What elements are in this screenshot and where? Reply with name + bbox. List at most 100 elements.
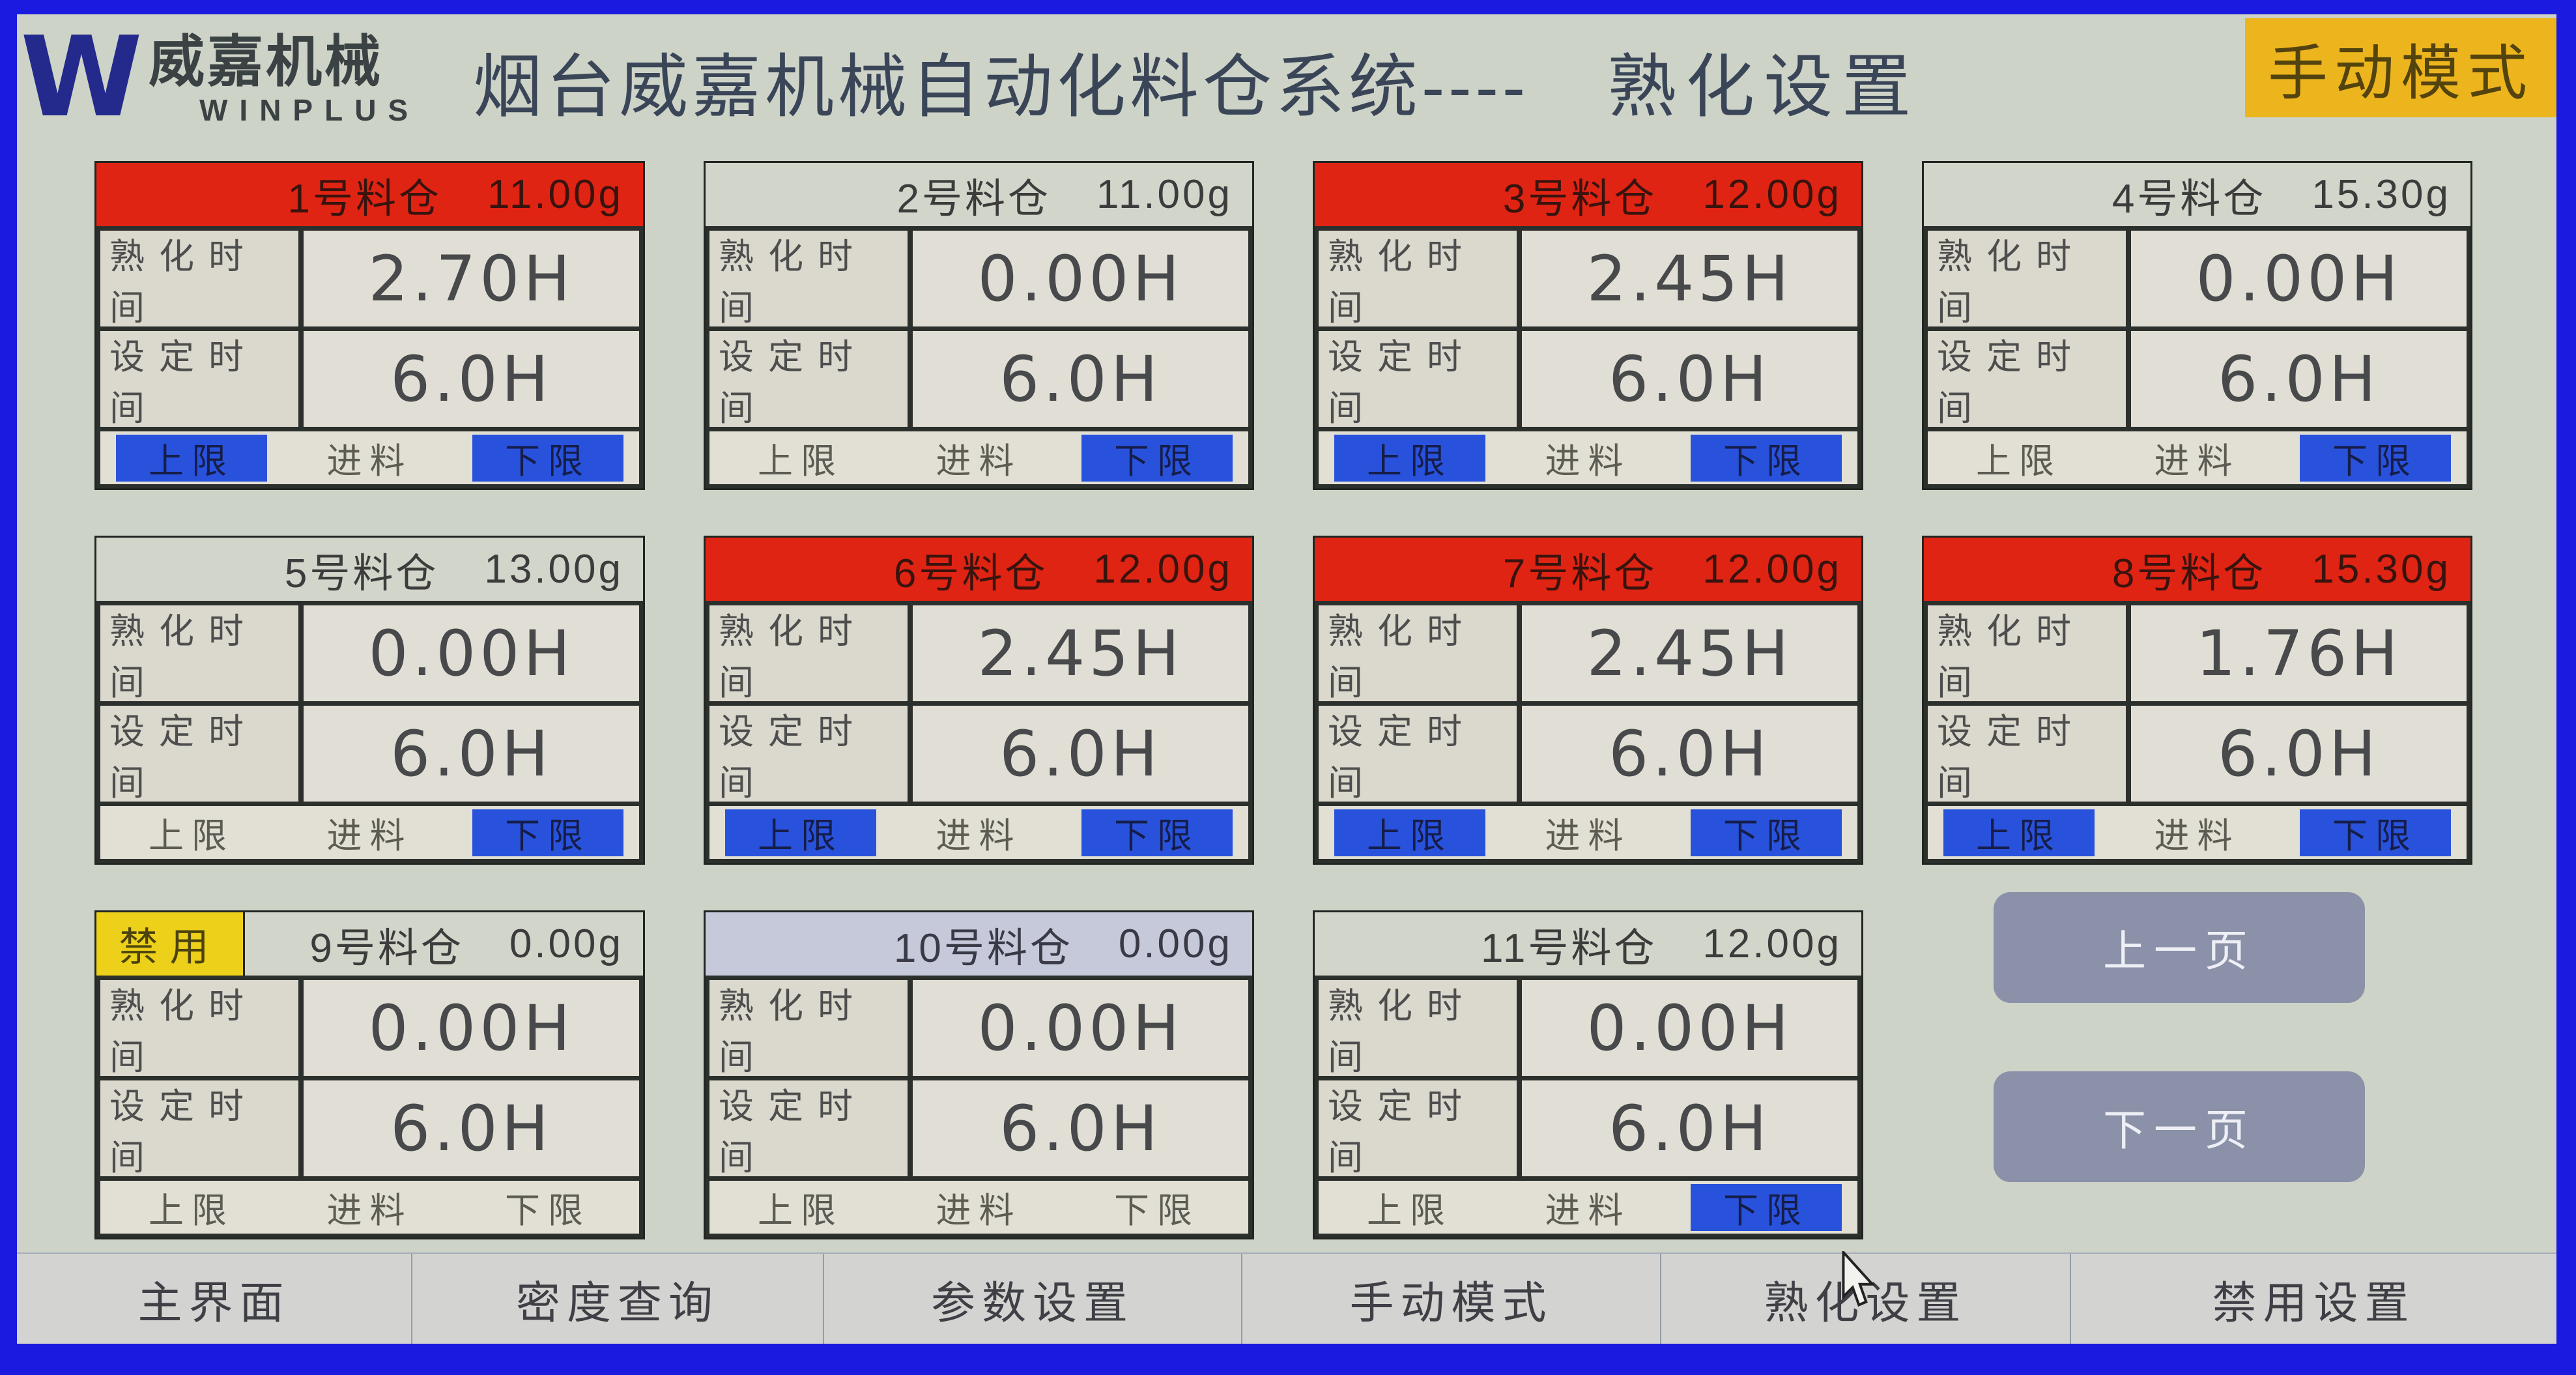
curing-time-value: 2.70H bbox=[304, 231, 639, 326]
silo-name: 3号料仓 bbox=[1502, 176, 1657, 222]
brand-name: 威嘉机械 bbox=[149, 31, 383, 93]
silo-weight: 15.30g bbox=[2311, 547, 2451, 592]
set-time-value[interactable]: 6.0H bbox=[913, 706, 1248, 802]
curing-time-value: 0.00H bbox=[2131, 231, 2467, 326]
curing-time-label: 熟化时间 bbox=[100, 980, 298, 1077]
feed-chip: 进料 bbox=[1545, 1191, 1631, 1230]
feed-chip: 进料 bbox=[326, 1191, 413, 1230]
silo-header: 7号料仓 12.00g bbox=[1315, 538, 1861, 601]
set-time-row: 设定时间 6.0H bbox=[1924, 706, 2470, 803]
set-time-row: 设定时间 6.0H bbox=[1315, 331, 1861, 428]
silo-card-9: 禁用 9号料仓 0.00g 熟化时间 0.00H 设定时间 6.0H 上限 进料… bbox=[94, 910, 645, 1239]
set-time-value[interactable]: 6.0H bbox=[913, 1080, 1248, 1176]
set-time-value[interactable]: 6.0H bbox=[304, 331, 639, 427]
silo-card-6: 6号料仓 12.00g 熟化时间 2.45H 设定时间 6.0H 上限 进料 下… bbox=[704, 536, 1254, 865]
curing-time-row: 熟化时间 2.45H bbox=[706, 605, 1252, 702]
nav-density-query[interactable]: 密度查询 bbox=[411, 1254, 823, 1344]
upper-limit-chip: 上限 bbox=[1943, 809, 2095, 856]
lower-limit-chip: 下限 bbox=[1114, 1191, 1200, 1230]
status-strip: 上限 进料 下限 bbox=[1928, 806, 2467, 859]
upper-limit-chip: 上限 bbox=[1367, 1191, 1453, 1230]
curing-time-label: 熟化时间 bbox=[1319, 980, 1517, 1077]
curing-time-value: 2.45H bbox=[1522, 605, 1857, 701]
lower-limit-chip: 下限 bbox=[505, 1191, 591, 1230]
set-time-label: 设定时间 bbox=[1319, 331, 1517, 428]
silo-weight: 15.30g bbox=[2311, 172, 2451, 217]
silo-header: 8号料仓 15.30g bbox=[1924, 538, 2470, 601]
set-time-label: 设定时间 bbox=[709, 331, 908, 428]
set-time-value[interactable]: 6.0H bbox=[2131, 331, 2467, 427]
upper-limit-chip: 上限 bbox=[1334, 809, 1485, 856]
nav-manual-mode[interactable]: 手动模式 bbox=[1241, 1254, 1660, 1344]
lower-limit-chip: 下限 bbox=[1081, 434, 1233, 482]
status-strip: 上限 进料 下限 bbox=[1319, 806, 1857, 859]
feed-chip: 进料 bbox=[1545, 817, 1631, 856]
silo-card-3: 3号料仓 12.00g 熟化时间 2.45H 设定时间 6.0H 上限 进料 下… bbox=[1313, 161, 1863, 490]
silo-weight: 0.00g bbox=[509, 921, 623, 966]
silo-weight: 12.00g bbox=[1093, 547, 1233, 592]
set-time-label: 设定时间 bbox=[709, 706, 908, 803]
curing-time-value: 2.45H bbox=[1522, 231, 1857, 326]
set-time-value[interactable]: 6.0H bbox=[913, 331, 1248, 427]
lower-limit-chip: 下限 bbox=[472, 434, 623, 482]
status-strip: 上限 进料 下限 bbox=[1928, 431, 2467, 484]
silo-header: 2号料仓 11.00g bbox=[706, 163, 1252, 226]
silo-name: 4号料仓 bbox=[2111, 176, 2267, 222]
silo-header: 11号料仓 12.00g bbox=[1315, 912, 1861, 976]
curing-time-value: 1.76H bbox=[2131, 605, 2467, 701]
set-time-value[interactable]: 6.0H bbox=[2131, 706, 2467, 802]
silo-weight: 12.00g bbox=[1702, 921, 1842, 966]
status-strip: 上限 进料 下限 bbox=[1319, 431, 1857, 484]
silo-header: 1号料仓 11.00g bbox=[96, 163, 643, 226]
feed-chip: 进料 bbox=[2154, 442, 2240, 481]
silo-header: 10号料仓 0.00g bbox=[706, 912, 1252, 976]
silo-name: 5号料仓 bbox=[284, 551, 439, 596]
nav-main-screen[interactable]: 主界面 bbox=[137, 1278, 291, 1328]
silo-card-11: 11号料仓 12.00g 熟化时间 0.00H 设定时间 6.0H 上限 进料 … bbox=[1313, 910, 1863, 1239]
set-time-row: 设定时间 6.0H bbox=[96, 331, 643, 428]
status-strip: 上限 进料 下限 bbox=[1319, 1181, 1857, 1234]
curing-time-row: 熟化时间 2.45H bbox=[1315, 605, 1861, 702]
nav-disable-settings[interactable]: 禁用设置 bbox=[2070, 1254, 2556, 1344]
page-subtitle: 熟化设置 bbox=[1607, 49, 1921, 126]
feed-chip: 进料 bbox=[2154, 817, 2240, 856]
upper-limit-chip: 上限 bbox=[758, 442, 844, 481]
set-time-value[interactable]: 6.0H bbox=[1522, 706, 1857, 802]
status-strip: 上限 进料 下限 bbox=[709, 1181, 1248, 1234]
set-time-value[interactable]: 6.0H bbox=[304, 1080, 639, 1176]
page-title: 烟台威嘉机械自动化料仓系统---- 熟化设置 bbox=[473, 29, 1920, 133]
silo-header: 4号料仓 15.30g bbox=[1924, 163, 2470, 226]
set-time-value[interactable]: 6.0H bbox=[1522, 331, 1857, 427]
silo-weight: 11.00g bbox=[487, 172, 623, 217]
upper-limit-chip: 上限 bbox=[149, 817, 235, 856]
curing-time-row: 熟化时间 0.00H bbox=[1315, 980, 1861, 1077]
curing-time-value: 0.00H bbox=[304, 980, 639, 1076]
set-time-value[interactable]: 6.0H bbox=[1522, 1080, 1857, 1176]
lower-limit-chip: 下限 bbox=[1081, 809, 1233, 856]
next-page-button[interactable]: 下一页 bbox=[1994, 1071, 2365, 1182]
silo-weight: 12.00g bbox=[1702, 547, 1842, 592]
silo-card-8: 8号料仓 15.30g 熟化时间 1.76H 设定时间 6.0H 上限 进料 下… bbox=[1922, 536, 2472, 865]
upper-limit-chip: 上限 bbox=[725, 809, 876, 856]
status-strip: 上限 进料 下限 bbox=[709, 431, 1248, 484]
silo-name: 8号料仓 bbox=[2111, 551, 2267, 596]
curing-time-row: 熟化时间 0.00H bbox=[96, 980, 643, 1077]
set-time-row: 设定时间 6.0H bbox=[706, 331, 1252, 428]
lower-limit-chip: 下限 bbox=[1691, 809, 1842, 856]
curing-time-label: 熟化时间 bbox=[1319, 231, 1517, 328]
set-time-label: 设定时间 bbox=[709, 1080, 908, 1178]
disabled-badge: 禁用 bbox=[96, 912, 245, 976]
set-time-value[interactable]: 6.0H bbox=[304, 706, 639, 802]
nav-param-settings[interactable]: 参数设置 bbox=[823, 1254, 1241, 1344]
lower-limit-chip: 下限 bbox=[472, 809, 623, 856]
lower-limit-chip: 下限 bbox=[2300, 809, 2451, 856]
mouse-cursor-icon bbox=[1842, 1251, 1876, 1307]
silo-name: 1号料仓 bbox=[287, 176, 442, 222]
feed-chip: 进料 bbox=[1545, 442, 1631, 481]
lower-limit-chip: 下限 bbox=[1691, 1183, 1842, 1231]
prev-page-button[interactable]: 上一页 bbox=[1994, 892, 2365, 1003]
set-time-row: 设定时间 6.0H bbox=[706, 706, 1252, 803]
curing-time-value: 2.45H bbox=[913, 605, 1248, 701]
silo-card-2: 2号料仓 11.00g 熟化时间 0.00H 设定时间 6.0H 上限 进料 下… bbox=[704, 161, 1254, 490]
